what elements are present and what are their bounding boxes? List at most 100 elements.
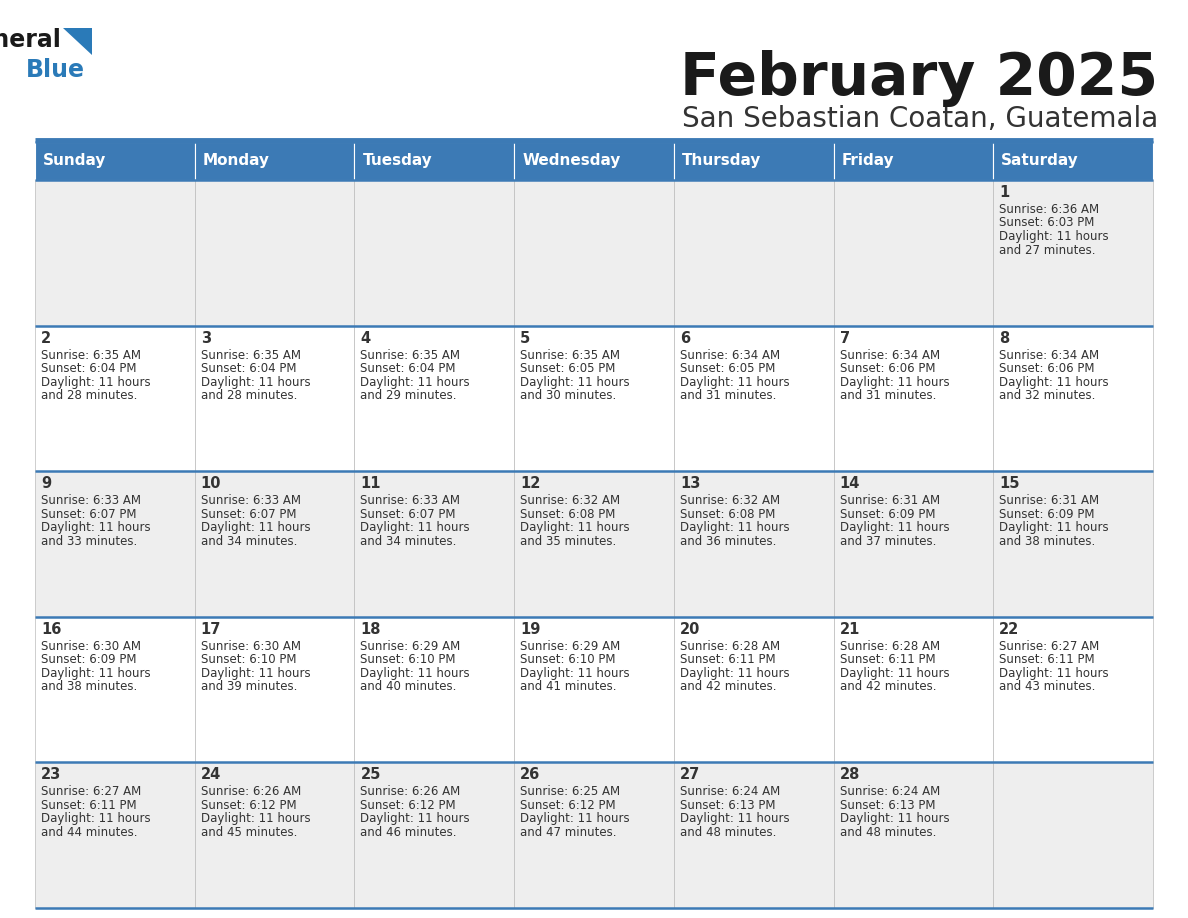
- Text: Sunrise: 6:35 AM: Sunrise: 6:35 AM: [520, 349, 620, 362]
- Text: Sunrise: 6:28 AM: Sunrise: 6:28 AM: [840, 640, 940, 653]
- Text: and 31 minutes.: and 31 minutes.: [680, 389, 776, 402]
- Text: Sunset: 6:13 PM: Sunset: 6:13 PM: [680, 799, 776, 812]
- Text: Daylight: 11 hours: Daylight: 11 hours: [840, 375, 949, 388]
- Text: and 28 minutes.: and 28 minutes.: [201, 389, 297, 402]
- Text: and 40 minutes.: and 40 minutes.: [360, 680, 457, 693]
- Text: Sunset: 6:11 PM: Sunset: 6:11 PM: [680, 654, 776, 666]
- Text: 24: 24: [201, 767, 221, 782]
- Text: Blue: Blue: [26, 58, 86, 82]
- Text: Sunset: 6:10 PM: Sunset: 6:10 PM: [201, 654, 296, 666]
- Text: Sunset: 6:11 PM: Sunset: 6:11 PM: [42, 799, 137, 812]
- Text: Sunset: 6:03 PM: Sunset: 6:03 PM: [999, 217, 1094, 230]
- Text: and 38 minutes.: and 38 minutes.: [999, 534, 1095, 548]
- Text: Sunrise: 6:31 AM: Sunrise: 6:31 AM: [999, 494, 1099, 508]
- Text: 23: 23: [42, 767, 62, 782]
- Text: San Sebastian Coatan, Guatemala: San Sebastian Coatan, Guatemala: [682, 105, 1158, 133]
- Text: 19: 19: [520, 621, 541, 637]
- Text: Sunrise: 6:35 AM: Sunrise: 6:35 AM: [201, 349, 301, 362]
- Text: Sunset: 6:06 PM: Sunset: 6:06 PM: [840, 362, 935, 375]
- Text: Sunset: 6:05 PM: Sunset: 6:05 PM: [520, 362, 615, 375]
- Text: Daylight: 11 hours: Daylight: 11 hours: [999, 375, 1108, 388]
- Bar: [195, 326, 354, 471]
- Text: Daylight: 11 hours: Daylight: 11 hours: [840, 666, 949, 680]
- Text: and 34 minutes.: and 34 minutes.: [360, 534, 457, 548]
- Text: Sunset: 6:08 PM: Sunset: 6:08 PM: [680, 508, 776, 521]
- Bar: [993, 471, 1154, 617]
- Text: and 34 minutes.: and 34 minutes.: [201, 534, 297, 548]
- Text: Daylight: 11 hours: Daylight: 11 hours: [42, 812, 151, 825]
- Text: Sunrise: 6:26 AM: Sunrise: 6:26 AM: [360, 786, 461, 799]
- Text: 10: 10: [201, 476, 221, 491]
- Text: Saturday: Saturday: [1001, 153, 1079, 169]
- Text: and 42 minutes.: and 42 minutes.: [680, 680, 776, 693]
- Text: Sunset: 6:08 PM: Sunset: 6:08 PM: [520, 508, 615, 521]
- Text: 22: 22: [999, 621, 1019, 637]
- Text: and 45 minutes.: and 45 minutes.: [201, 826, 297, 839]
- Text: Daylight: 11 hours: Daylight: 11 hours: [520, 521, 630, 534]
- Text: 12: 12: [520, 476, 541, 491]
- Text: Sunset: 6:10 PM: Sunset: 6:10 PM: [360, 654, 456, 666]
- Text: 2: 2: [42, 330, 51, 345]
- Text: and 48 minutes.: and 48 minutes.: [680, 826, 776, 839]
- Polygon shape: [63, 28, 91, 55]
- Text: Sunset: 6:11 PM: Sunset: 6:11 PM: [840, 654, 935, 666]
- Text: Daylight: 11 hours: Daylight: 11 hours: [999, 666, 1108, 680]
- Text: Daylight: 11 hours: Daylight: 11 hours: [360, 375, 470, 388]
- Text: Sunrise: 6:33 AM: Sunrise: 6:33 AM: [201, 494, 301, 508]
- Text: and 43 minutes.: and 43 minutes.: [999, 680, 1095, 693]
- Bar: [34, 326, 195, 471]
- Bar: [34, 142, 195, 180]
- Bar: [514, 180, 674, 326]
- Text: 7: 7: [840, 330, 849, 345]
- Bar: [195, 180, 354, 326]
- Text: Friday: Friday: [841, 153, 895, 169]
- Text: 5: 5: [520, 330, 530, 345]
- Bar: [354, 326, 514, 471]
- Text: Sunrise: 6:29 AM: Sunrise: 6:29 AM: [520, 640, 620, 653]
- Text: 9: 9: [42, 476, 51, 491]
- Text: and 30 minutes.: and 30 minutes.: [520, 389, 617, 402]
- Bar: [834, 326, 993, 471]
- Text: Sunset: 6:12 PM: Sunset: 6:12 PM: [520, 799, 615, 812]
- Text: Sunset: 6:07 PM: Sunset: 6:07 PM: [360, 508, 456, 521]
- Bar: [834, 617, 993, 763]
- Text: Daylight: 11 hours: Daylight: 11 hours: [840, 521, 949, 534]
- Bar: [834, 471, 993, 617]
- Text: 26: 26: [520, 767, 541, 782]
- Text: Monday: Monday: [203, 153, 270, 169]
- Text: Sunrise: 6:33 AM: Sunrise: 6:33 AM: [360, 494, 461, 508]
- Text: and 35 minutes.: and 35 minutes.: [520, 534, 617, 548]
- Bar: [354, 142, 514, 180]
- Text: and 46 minutes.: and 46 minutes.: [360, 826, 457, 839]
- Bar: [195, 142, 354, 180]
- Bar: [34, 471, 195, 617]
- Text: and 38 minutes.: and 38 minutes.: [42, 680, 138, 693]
- Text: Daylight: 11 hours: Daylight: 11 hours: [42, 666, 151, 680]
- Text: and 28 minutes.: and 28 minutes.: [42, 389, 138, 402]
- Bar: [354, 180, 514, 326]
- Text: and 47 minutes.: and 47 minutes.: [520, 826, 617, 839]
- Text: Sunset: 6:07 PM: Sunset: 6:07 PM: [42, 508, 137, 521]
- Text: Sunset: 6:04 PM: Sunset: 6:04 PM: [201, 362, 296, 375]
- Text: Sunday: Sunday: [43, 153, 107, 169]
- Text: 8: 8: [999, 330, 1010, 345]
- Bar: [674, 617, 834, 763]
- Bar: [993, 142, 1154, 180]
- Text: Sunset: 6:04 PM: Sunset: 6:04 PM: [42, 362, 137, 375]
- Bar: [674, 471, 834, 617]
- Bar: [34, 617, 195, 763]
- Bar: [354, 617, 514, 763]
- Bar: [514, 326, 674, 471]
- Text: Sunrise: 6:33 AM: Sunrise: 6:33 AM: [42, 494, 141, 508]
- Text: Sunset: 6:09 PM: Sunset: 6:09 PM: [999, 508, 1095, 521]
- Text: Sunrise: 6:27 AM: Sunrise: 6:27 AM: [42, 786, 141, 799]
- Text: and 33 minutes.: and 33 minutes.: [42, 534, 138, 548]
- Text: Sunrise: 6:36 AM: Sunrise: 6:36 AM: [999, 203, 1099, 216]
- Text: Sunrise: 6:35 AM: Sunrise: 6:35 AM: [42, 349, 141, 362]
- Bar: [834, 180, 993, 326]
- Text: Sunset: 6:10 PM: Sunset: 6:10 PM: [520, 654, 615, 666]
- Bar: [195, 763, 354, 908]
- Text: Sunset: 6:12 PM: Sunset: 6:12 PM: [360, 799, 456, 812]
- Text: Daylight: 11 hours: Daylight: 11 hours: [520, 812, 630, 825]
- Text: and 36 minutes.: and 36 minutes.: [680, 534, 776, 548]
